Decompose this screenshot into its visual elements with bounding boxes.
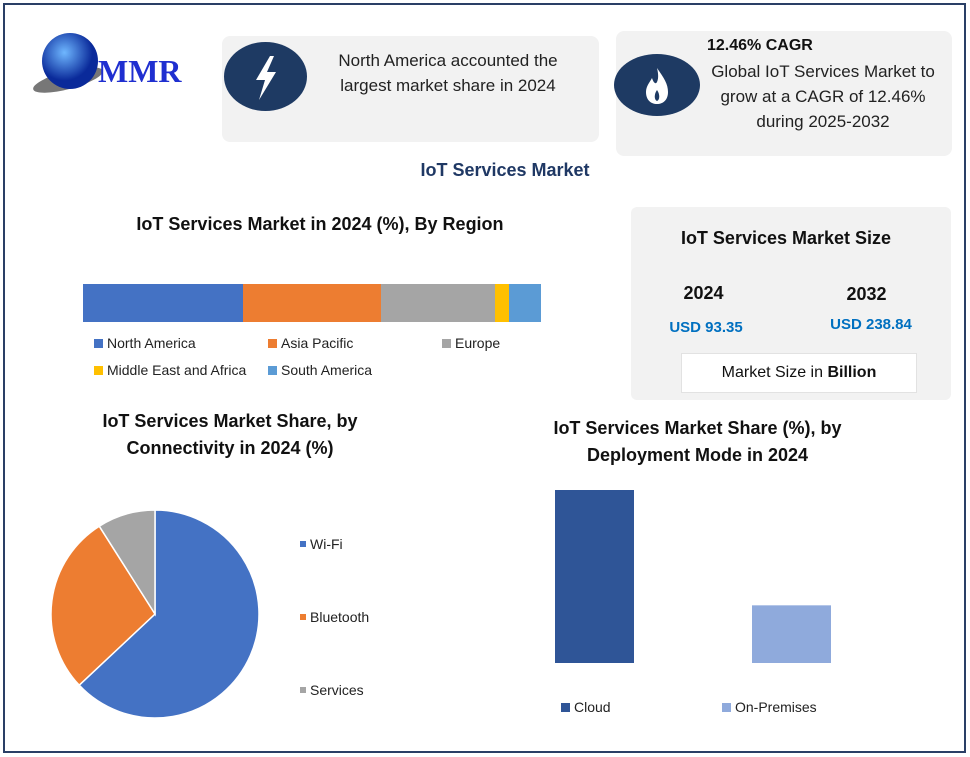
region-chart-title: IoT Services Market in 2024 (%), By Regi… xyxy=(136,214,504,234)
bar-segment-north-america xyxy=(83,284,244,322)
note-unit: Billion xyxy=(827,364,877,381)
legend-south-america: South America xyxy=(268,362,372,378)
legend-bluetooth: Bluetooth xyxy=(300,609,369,625)
legend-label: North America xyxy=(107,335,196,351)
cagr-headline: 12.46% CAGR xyxy=(707,37,813,54)
legend-north-america: North America xyxy=(94,335,196,351)
flame-icon xyxy=(614,54,700,116)
legend-services: Services xyxy=(300,682,364,698)
logo-text: MMR xyxy=(98,53,182,89)
legend-europe: Europe xyxy=(442,335,500,351)
connectivity-pie xyxy=(50,509,260,719)
bar-on-premises xyxy=(752,605,831,663)
pie-slice-services xyxy=(98,509,156,617)
value-2024: USD 93.35 xyxy=(669,319,743,336)
pie-slice-wi-fi xyxy=(78,509,260,719)
legend-label: South America xyxy=(281,362,373,378)
year-2032: 2032 xyxy=(846,284,887,304)
connectivity-chart-title: IoT Services Market Share, by Connectivi… xyxy=(102,411,358,458)
mmr-logo: MMR xyxy=(18,25,198,95)
globe-icon xyxy=(33,33,103,93)
deployment-bar-chart xyxy=(555,490,831,663)
bar-cloud xyxy=(555,490,634,663)
bar-segment-south-america xyxy=(508,284,541,322)
market-size-note: Market Size in Billion xyxy=(681,353,917,393)
deployment-chart-title: IoT Services Market Share (%), by Deploy… xyxy=(553,418,842,465)
pie-slice-bluetooth xyxy=(50,525,156,687)
lightning-icon xyxy=(224,42,307,111)
legend-label: Europe xyxy=(455,335,501,351)
legend-asia-pacific: Asia Pacific xyxy=(268,335,353,351)
legend-label: Bluetooth xyxy=(310,609,370,625)
callout-right-text: Global IoT Services Market to grow at a … xyxy=(711,62,935,131)
legend-cloud: Cloud xyxy=(561,699,611,715)
legend-label: On-Premises xyxy=(735,699,817,715)
callout-left-text: North America accounted the largest mark… xyxy=(338,51,558,95)
legend-label: Middle East and Africa xyxy=(107,362,247,378)
legend-label: Cloud xyxy=(574,699,611,715)
legend-label: Asia Pacific xyxy=(281,335,354,351)
callout-left: North America accounted the largest mark… xyxy=(222,36,599,142)
legend-on-premises: On-Premises xyxy=(722,699,817,715)
infographic-frame xyxy=(3,3,966,753)
market-size-title: IoT Services Market Size xyxy=(680,228,892,248)
callout-right: 12.46% CAGR Global IoT Services Market t… xyxy=(614,31,952,156)
bar-segment-europe xyxy=(380,284,496,322)
bar-segment-asia-pacific xyxy=(243,284,381,322)
year-2024: 2024 xyxy=(683,283,724,303)
main-title: IoT Services Market xyxy=(420,160,590,180)
legend-label: Wi-Fi xyxy=(310,536,343,552)
region-stacked-bar xyxy=(83,284,541,322)
value-2032: USD 238.84 xyxy=(830,316,912,333)
note-prefix: Market Size in xyxy=(721,364,828,381)
market-size-box: IoT Services Market Size 2024 USD 93.35 … xyxy=(631,207,951,400)
bar-segment-middle-east-and-africa xyxy=(495,284,509,322)
legend-mea: Middle East and Africa xyxy=(94,362,246,378)
legend-label: Services xyxy=(310,682,364,698)
legend-wifi: Wi-Fi xyxy=(300,536,343,552)
